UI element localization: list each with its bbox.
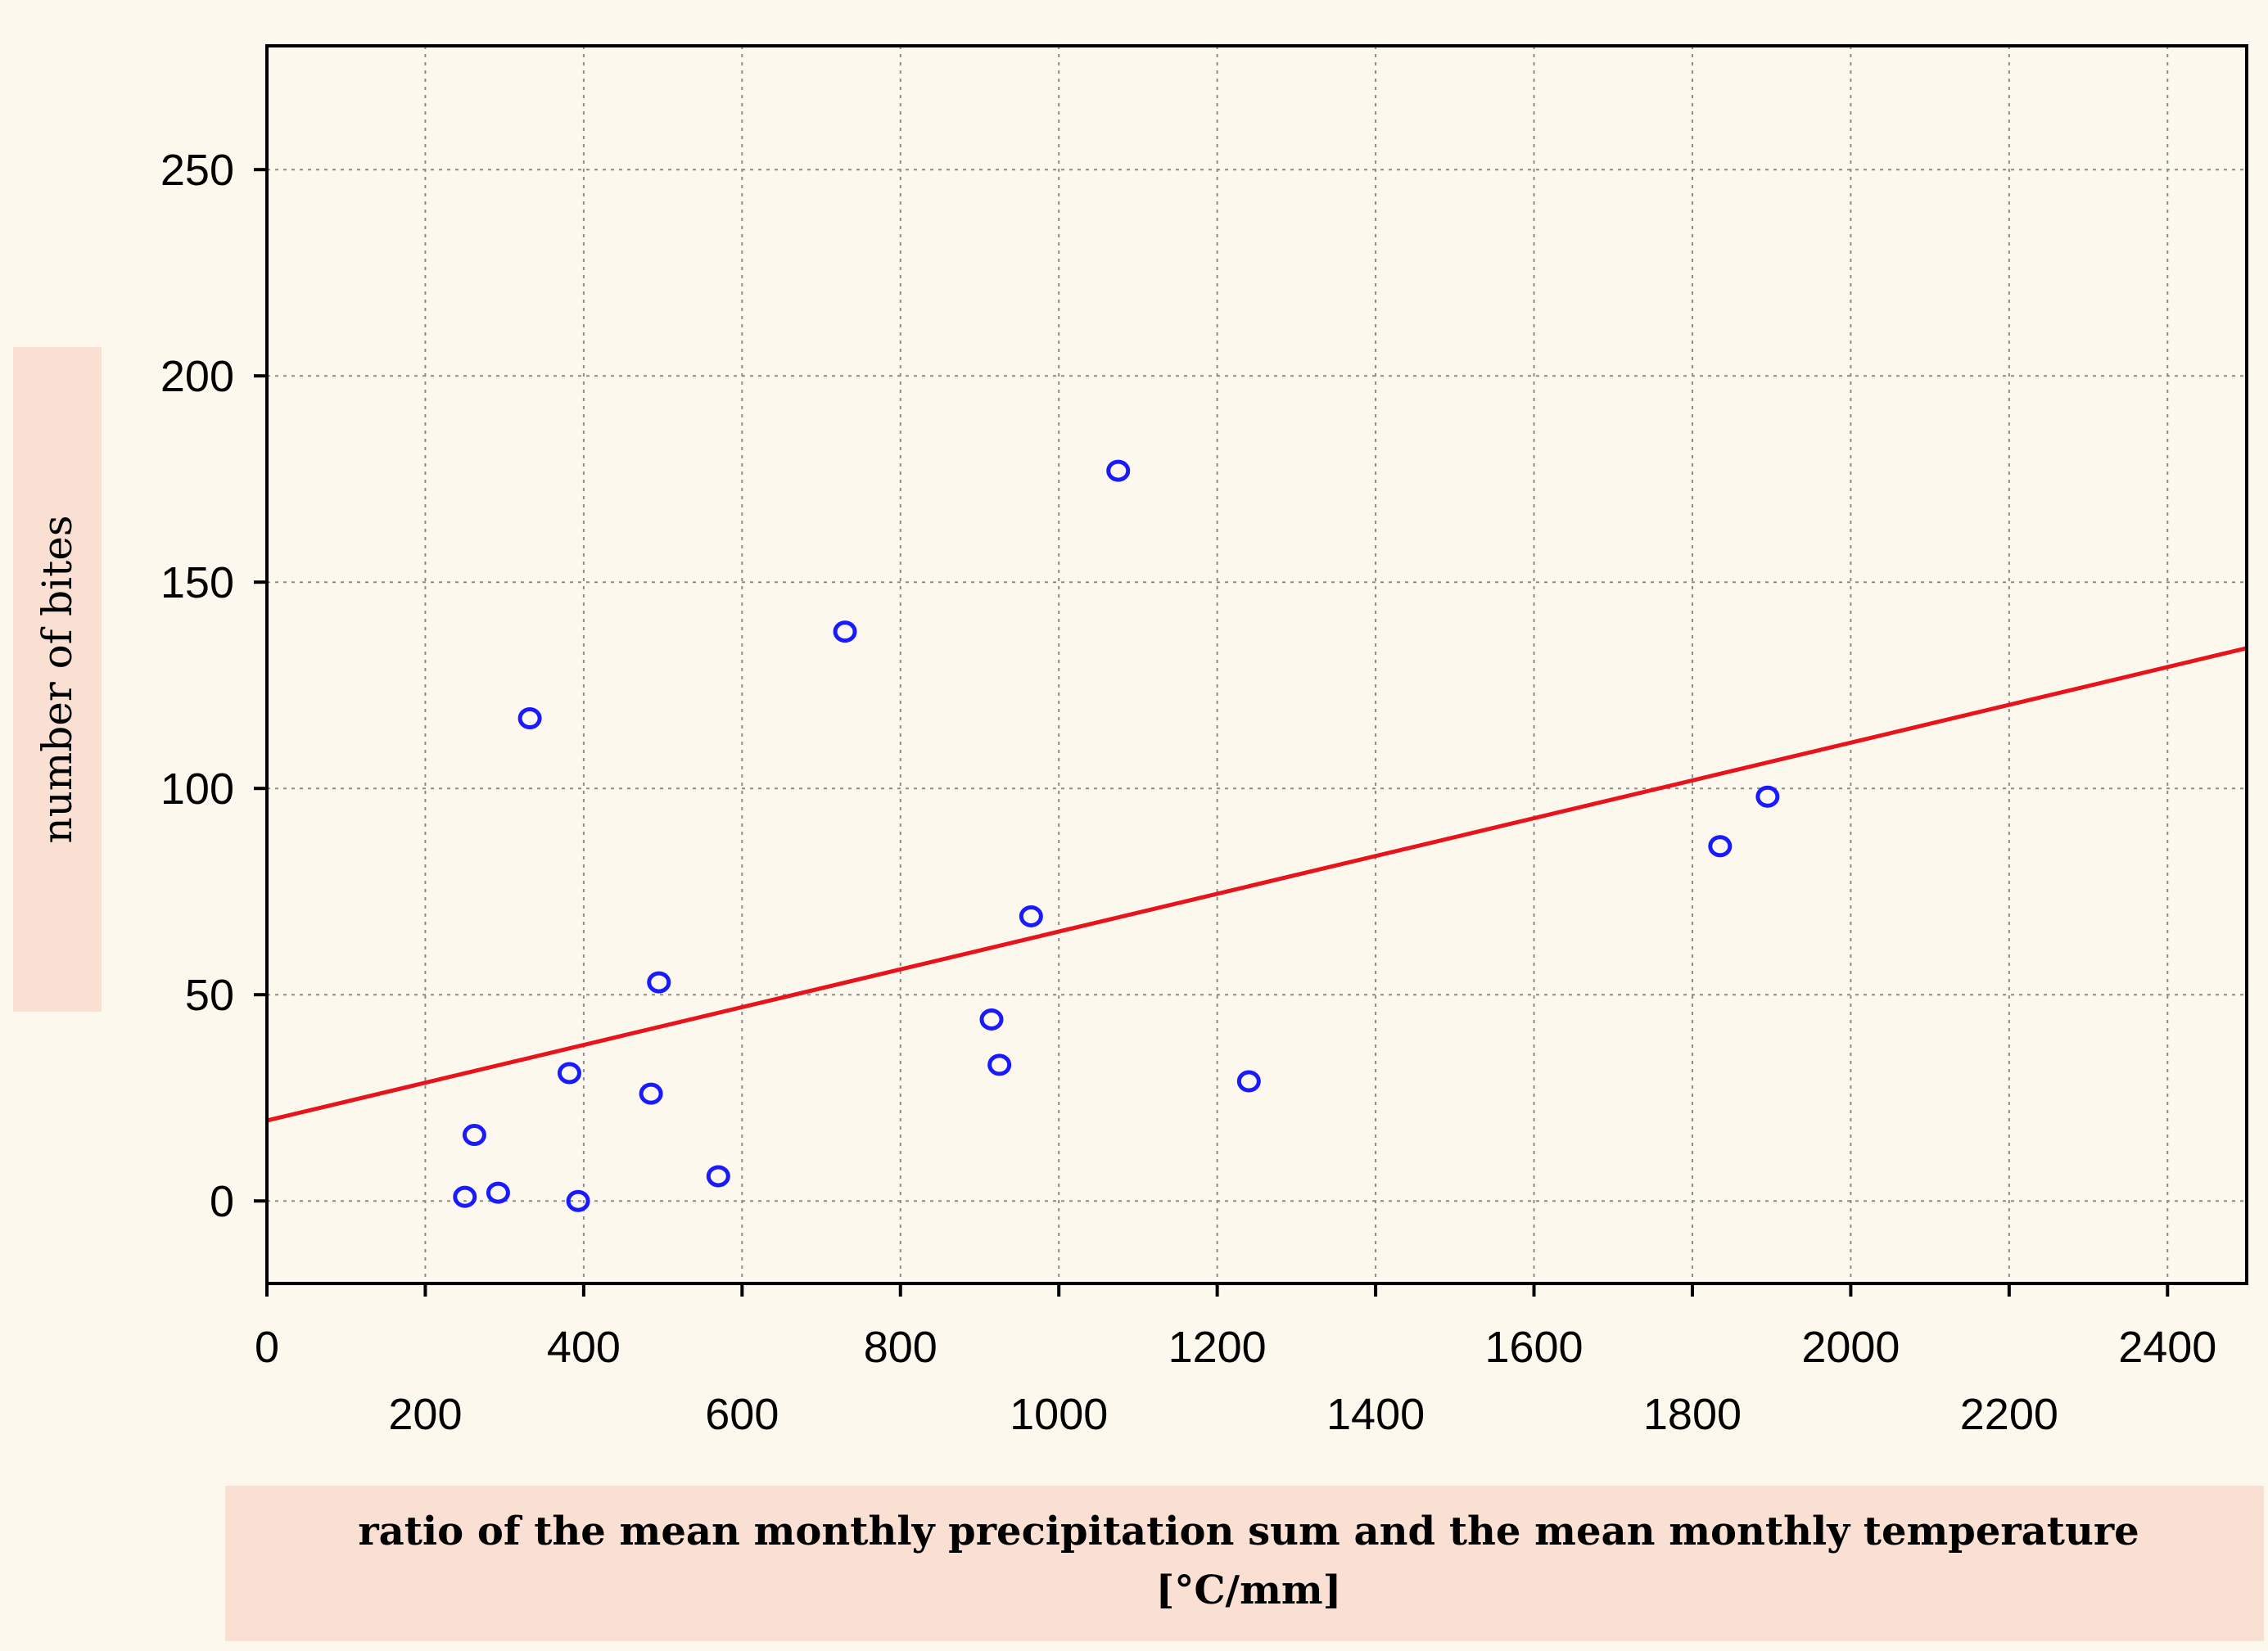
data-point [517, 707, 542, 730]
x-tick-label: 2400 [2118, 1323, 2216, 1372]
data-point [1755, 785, 1780, 808]
data-point [566, 1189, 590, 1212]
x-axis-label-line-1: ratio of the mean monthly precipitation … [358, 1509, 2139, 1554]
data-point [486, 1181, 510, 1204]
grid-lines [267, 46, 2247, 1283]
data-point [979, 1008, 1004, 1031]
plot-area [267, 46, 2247, 1283]
x-tick-label: 1800 [1643, 1390, 1742, 1439]
data-point [453, 1185, 477, 1208]
x-tick-label: 2200 [1960, 1390, 2058, 1439]
x-tick-label: 2000 [1801, 1323, 1900, 1372]
y-tick-label: 0 [210, 1177, 234, 1226]
x-tick-label: 1400 [1326, 1390, 1425, 1439]
x-tick-label: 1000 [1010, 1390, 1108, 1439]
x-axis-label-box [225, 1486, 2264, 1641]
x-tick-label: 800 [864, 1323, 937, 1372]
data-point [833, 620, 857, 643]
y-axis-label-box [13, 347, 102, 1012]
data-point [557, 1062, 581, 1085]
data-point [1708, 835, 1733, 858]
x-tick-label: 1600 [1484, 1323, 1583, 1372]
data-point [1236, 1070, 1261, 1093]
x-tick-label: 200 [388, 1390, 462, 1439]
x-tick-label: 1200 [1168, 1323, 1267, 1372]
x-tick-label: 0 [255, 1323, 279, 1372]
fit-line-group [266, 646, 2248, 1123]
fit-line [266, 646, 2248, 1123]
data-point [987, 1053, 1012, 1076]
y-tick-label: 50 [185, 971, 234, 1020]
x-axis-label-line-2: [°C/mm] [1155, 1568, 1342, 1613]
data-point [647, 971, 671, 994]
data-point [639, 1082, 663, 1105]
x-tick-label: 600 [705, 1390, 779, 1439]
y-tick-label: 200 [160, 352, 234, 401]
data-point [462, 1124, 486, 1147]
data-points [453, 459, 1780, 1212]
y-tick-label: 150 [160, 558, 234, 607]
plot-frame [265, 44, 2248, 1285]
y-tick-label: 100 [160, 765, 234, 814]
data-point [706, 1165, 730, 1188]
axis-ticks: 0 50 100 150 200 250 0 400 800 1200 1600 2000 2400 20… [160, 146, 2216, 1439]
data-point [1019, 904, 1043, 927]
x-tick-label: 400 [547, 1323, 621, 1372]
data-point [1106, 459, 1131, 482]
y-tick-label: 250 [160, 146, 234, 195]
